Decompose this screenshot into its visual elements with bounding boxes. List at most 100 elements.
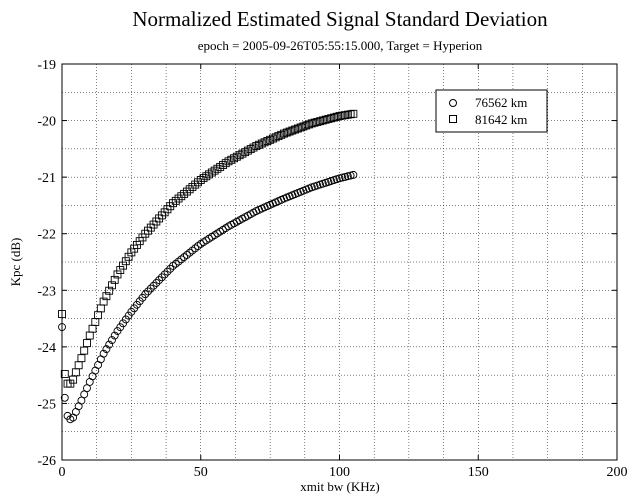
- data-point-square: [96, 304, 105, 313]
- data-point-square: [330, 113, 338, 122]
- x-tick-label: 150: [468, 465, 489, 480]
- data-point-circle: [188, 246, 197, 255]
- data-point-square: [335, 112, 344, 120]
- data-point-square: [252, 142, 261, 150]
- data-point-square: [343, 110, 352, 119]
- data-point-square: [107, 281, 116, 290]
- legend-label-series-1: 76562 km: [475, 95, 527, 110]
- data-point-square: [60, 370, 69, 378]
- data-point-square: [318, 116, 327, 125]
- data-point-square: [277, 130, 286, 139]
- x-tick-label: 50: [194, 465, 208, 480]
- data-point-circle: [157, 273, 166, 282]
- data-point-circle: [174, 257, 183, 266]
- data-point-square: [102, 292, 111, 301]
- data-point-circle: [338, 173, 347, 182]
- data-point-square: [266, 135, 275, 144]
- x-tick-label: 0: [59, 465, 66, 480]
- data-point-circle: [141, 290, 150, 299]
- data-point-square: [113, 270, 122, 279]
- data-point-square: [169, 199, 177, 208]
- data-point-square: [305, 120, 313, 129]
- data-point-circle: [107, 336, 116, 345]
- data-point-square: [124, 252, 133, 261]
- data-point-square: [268, 134, 277, 143]
- data-point-square: [332, 112, 341, 121]
- data-point-square: [316, 117, 325, 126]
- data-point-square: [83, 339, 91, 348]
- data-point-circle: [341, 172, 349, 181]
- data-point-circle: [182, 250, 191, 259]
- legend-label-series-2: 81642 km: [475, 112, 527, 127]
- data-point-square: [182, 187, 191, 196]
- data-point-circle: [160, 270, 169, 279]
- data-point-circle: [177, 255, 186, 264]
- data-point-square: [105, 286, 114, 295]
- data-point-square: [180, 189, 189, 198]
- data-point-square: [94, 311, 103, 320]
- data-point-square: [327, 114, 336, 123]
- chart-title: Normalized Estimated Signal Standard Dev…: [132, 7, 548, 31]
- y-tick-label: -20: [37, 115, 56, 130]
- data-point-square: [99, 297, 108, 306]
- data-point-square: [88, 324, 97, 333]
- data-point-circle: [343, 172, 352, 181]
- y-tick-label: -24: [37, 341, 56, 356]
- data-point-circle: [102, 345, 111, 354]
- data-point-square: [116, 266, 125, 274]
- data-point-circle: [149, 281, 158, 290]
- data-point-circle: [194, 242, 202, 251]
- y-tick-label: -19: [37, 58, 56, 73]
- data-point-circle: [166, 264, 175, 273]
- data-point-square: [171, 196, 180, 205]
- data-point-square: [260, 138, 269, 147]
- x-tick-label: 200: [607, 465, 628, 480]
- data-point-circle: [346, 171, 355, 180]
- data-point-square: [249, 143, 258, 152]
- data-point-square: [288, 126, 297, 135]
- data-point-circle: [99, 349, 108, 358]
- data-point-circle: [60, 393, 69, 402]
- data-point-square: [271, 133, 280, 142]
- data-point-circle: [58, 323, 66, 332]
- tick-layer: 0 50 100 150 200 -26 -25 -24 -23 -22 -21 -20 -19: [37, 58, 627, 480]
- legend: 76562 km 81642 km: [435, 89, 548, 133]
- data-point-square: [194, 178, 202, 187]
- data-point-square: [85, 331, 94, 340]
- data-point-circle: [155, 276, 164, 285]
- y-tick-label: -25: [37, 397, 56, 412]
- data-point-square: [274, 132, 283, 141]
- series-1: [58, 170, 358, 424]
- data-point-square: [188, 182, 197, 191]
- data-point-circle: [163, 267, 172, 276]
- series-layer: [58, 109, 358, 424]
- data-point-square: [71, 368, 80, 377]
- data-point-square: [291, 125, 300, 134]
- x-tick-label: 100: [329, 465, 350, 480]
- legend-marker-circle: [449, 99, 457, 107]
- y-axis-label: Kpc (dB): [8, 238, 23, 287]
- data-point-square: [257, 139, 266, 148]
- data-point-square: [293, 124, 302, 133]
- data-point-square: [307, 119, 316, 128]
- y-tick-label: -21: [37, 171, 56, 186]
- data-point-square: [77, 354, 86, 363]
- data-point-square: [302, 121, 311, 130]
- data-point-circle: [171, 259, 180, 268]
- data-point-square: [346, 110, 355, 119]
- data-point-square: [80, 346, 89, 355]
- data-point-square: [263, 137, 272, 146]
- data-point-circle: [152, 278, 161, 287]
- data-point-square: [74, 361, 83, 370]
- data-point-square: [296, 123, 305, 132]
- data-point-square: [191, 180, 200, 189]
- chart-subtitle: epoch = 2005-09-26T05:55:15.000, Target …: [198, 38, 483, 53]
- data-point-circle: [144, 287, 152, 296]
- data-point-square: [338, 111, 347, 120]
- data-point-square: [58, 310, 66, 318]
- data-point-square: [310, 118, 319, 127]
- data-point-square: [299, 122, 308, 131]
- data-point-circle: [169, 262, 177, 270]
- data-point-square: [349, 109, 358, 118]
- data-point-circle: [349, 170, 358, 179]
